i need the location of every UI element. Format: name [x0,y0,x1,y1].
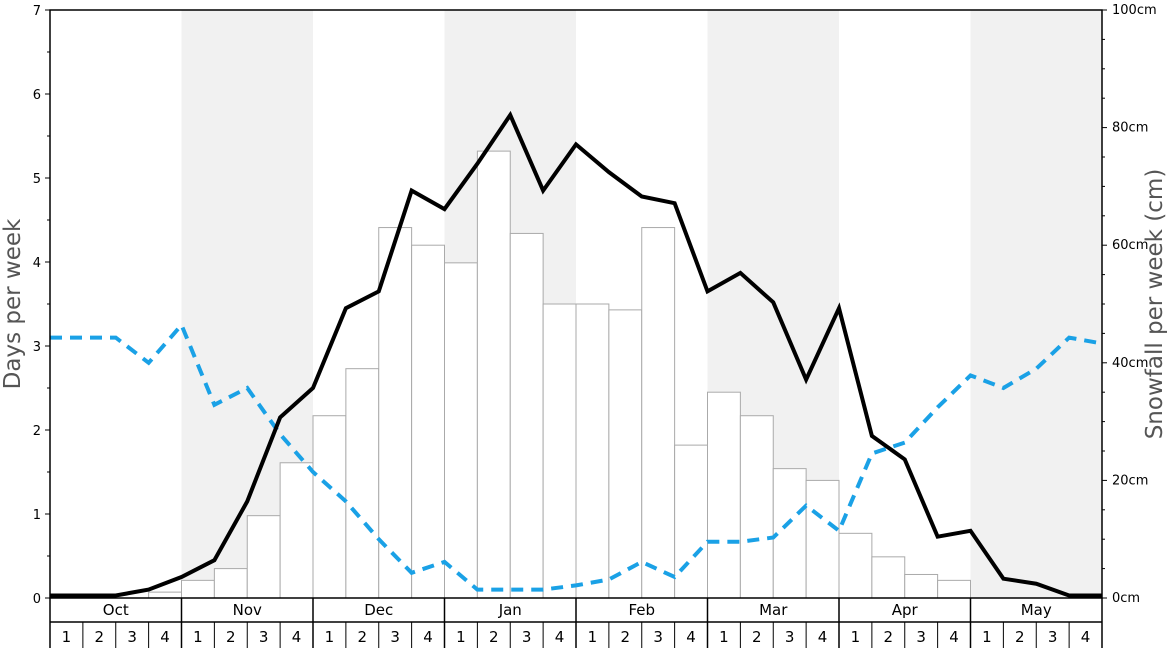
snowfall-bar [838,532,873,599]
month-label: Apr [892,601,919,619]
right-tick-label: 20cm [1112,473,1148,488]
week-label: 3 [653,628,663,646]
snowfall-bar [739,415,774,599]
left-tick-label: 0 [33,592,41,607]
snowfall-bars [148,150,971,599]
snowfall-bar [805,479,840,599]
week-label: 4 [292,628,302,646]
week-label: 2 [884,628,894,646]
month-label: Mar [759,601,788,619]
month-label: Dec [364,601,393,619]
week-label: 1 [851,628,861,646]
week-label: 2 [752,628,762,646]
snowfall-bar [476,150,511,599]
week-label: 1 [193,628,203,646]
week-label: 2 [621,628,631,646]
week-label: 3 [522,628,532,646]
right-axis: 0cm 20cm 40cm 60cm 80cm 100cm [1102,3,1157,606]
week-label: 3 [1048,628,1058,646]
right-tick-label: 80cm [1112,121,1148,136]
week-label: 3 [916,628,926,646]
week-label: 1 [588,628,598,646]
left-tick-label: 4 [33,256,41,271]
left-tick-label: 5 [33,172,41,187]
snowfall-bar [509,232,544,599]
month-label: Feb [628,601,655,619]
week-label: 4 [818,628,828,646]
left-tick-label: 6 [33,88,41,103]
left-axis-label: Days per week [0,218,26,389]
right-tick-label: 0cm [1112,591,1140,606]
week-label: 2 [95,628,105,646]
right-axis-label: Snowfall per week (cm) [1142,169,1168,440]
week-label: 2 [358,628,368,646]
month-label: May [1021,601,1052,619]
month-axis: Oct 1 2 3 4 Nov 1 2 3 4 Dec 1 2 3 4 Jan 1 2 3 4 Feb 1 2 3 4 Mar 1 2… [49,598,1103,648]
solid-series-line [50,110,1102,598]
week-label: 3 [785,628,795,646]
snowfall-bar [444,262,478,599]
week-label: 4 [160,628,170,646]
week-label: 1 [456,628,466,646]
snowfall-bar [542,303,577,599]
week-label: 4 [555,628,565,646]
week-label: 1 [982,628,992,646]
snowfall-bar [772,468,807,599]
left-tick-label: 2 [33,424,41,439]
week-label: 2 [1015,628,1025,646]
snowfall-bar [674,444,708,599]
right-tick-label: 60cm [1112,238,1148,253]
dashed-series-line [50,321,1103,592]
week-label: 4 [1081,628,1091,646]
week-label: 4 [949,628,959,646]
snowfall-bar [213,568,248,599]
snowfall-bar [148,591,182,599]
week-label: 4 [686,628,696,646]
left-tick-label: 7 [33,4,41,19]
snowfall-bar [641,227,676,599]
right-tick-label: 100cm [1112,3,1157,18]
left-tick-label: 3 [33,340,41,355]
week-label: 2 [226,628,236,646]
snowfall-bar [181,579,215,599]
week-label: 4 [423,628,433,646]
week-label: 3 [127,628,137,646]
snowfall-bar [575,303,610,599]
snowfall-bar [707,391,741,599]
month-label: Jan [498,601,522,619]
month-band-may [970,10,1102,598]
week-label: 1 [325,628,335,646]
month-label: Oct [103,601,129,619]
snowfall-bar [279,462,314,599]
week-label: 2 [489,628,499,646]
snowfall-bar [312,415,347,599]
month-label: Nov [233,601,262,619]
snowfall-bar [345,368,380,599]
week-label: 1 [62,628,72,646]
right-tick-label: 40cm [1112,356,1148,371]
snowfall-bar [871,556,906,599]
series-lines [50,110,1103,598]
snowfall-bar [246,515,281,599]
week-label: 1 [719,628,729,646]
snowfall-bar [937,579,971,599]
week-label: 3 [259,628,269,646]
snowfall-bar [411,244,445,599]
snowfall-bar [608,309,643,599]
snowfall-bar [378,227,413,599]
left-tick-label: 1 [33,508,41,523]
week-label: 3 [390,628,400,646]
snowfall-bar [904,573,939,599]
left-axis: 0 1 2 3 4 5 6 7 [33,4,50,607]
